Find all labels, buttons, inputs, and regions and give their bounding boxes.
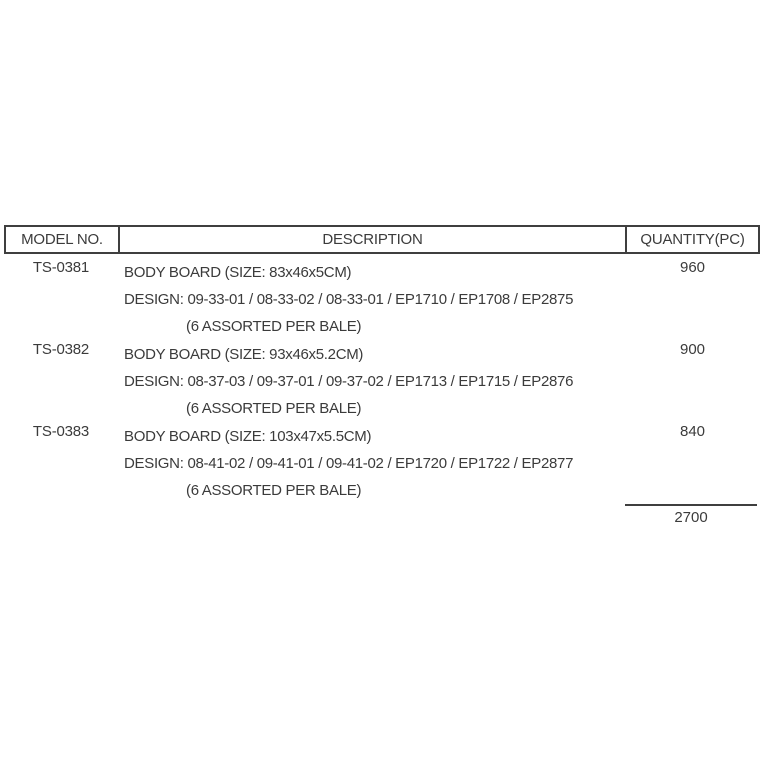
quantity-value: 960 [679, 259, 706, 276]
description-size-line: BODY BOARD (SIZE: 93x46x5.2CM) [124, 346, 364, 363]
description-assorted-line: (6 ASSORTED PER BALE) [186, 400, 362, 417]
total-section: 2700 [4, 500, 760, 550]
table-row: TS-0381 BODY BOARD (SIZE: 83x46x5CM) DES… [4, 254, 760, 336]
description-size-line: BODY BOARD (SIZE: 83x46x5CM) [124, 264, 352, 281]
description-cell: BODY BOARD (SIZE: 93x46x5.2CM) DESIGN: 0… [118, 336, 625, 422]
quantity-value: 900 [679, 341, 706, 358]
total-quantity-value: 2700 [674, 509, 708, 526]
description-assorted-line: (6 ASSORTED PER BALE) [186, 318, 362, 335]
description-assorted-line: (6 ASSORTED PER BALE) [186, 482, 362, 499]
description-cell: BODY BOARD (SIZE: 103x47x5.5CM) DESIGN: … [118, 418, 625, 504]
description-design-line: DESIGN: 09-33-01 / 08-33-02 / 08-33-01 /… [124, 291, 574, 308]
total-rule [625, 504, 757, 506]
description-design-line: DESIGN: 08-41-02 / 09-41-01 / 09-41-02 /… [124, 455, 574, 472]
header-model-no: MODEL NO. [4, 227, 118, 252]
description-cell: BODY BOARD (SIZE: 83x46x5CM) DESIGN: 09-… [118, 254, 625, 340]
quantity-value: 840 [679, 423, 706, 440]
header-quantity: QUANTITY(PC) [625, 227, 760, 252]
model-no-value: TS-0383 [32, 423, 90, 440]
table-row: TS-0382 BODY BOARD (SIZE: 93x46x5.2CM) D… [4, 336, 760, 418]
description-size-line: BODY BOARD (SIZE: 103x47x5.5CM) [124, 428, 372, 445]
header-description: DESCRIPTION [118, 227, 625, 252]
description-design-line: DESIGN: 08-37-03 / 09-37-01 / 09-37-02 /… [124, 373, 574, 390]
table-row: TS-0383 BODY BOARD (SIZE: 103x47x5.5CM) … [4, 418, 760, 500]
table-header-row: MODEL NO. DESCRIPTION QUANTITY(PC) [4, 225, 760, 254]
model-no-value: TS-0381 [32, 259, 90, 276]
model-no-value: TS-0382 [32, 341, 90, 358]
shipment-table: MODEL NO. DESCRIPTION QUANTITY(PC) TS-03… [4, 225, 760, 550]
